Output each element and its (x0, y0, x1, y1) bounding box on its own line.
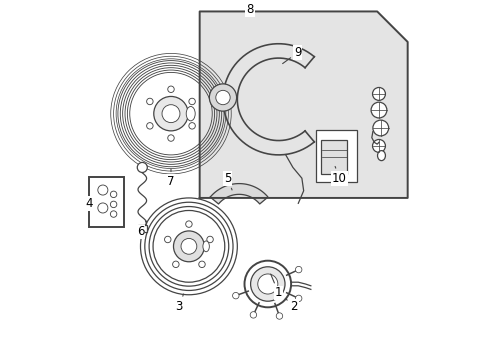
Circle shape (162, 105, 180, 123)
Text: 10: 10 (331, 166, 346, 185)
FancyBboxPatch shape (88, 177, 124, 226)
Polygon shape (210, 184, 267, 204)
Circle shape (110, 191, 117, 198)
Circle shape (172, 261, 179, 267)
Text: 8: 8 (245, 3, 253, 16)
Circle shape (110, 201, 117, 208)
FancyBboxPatch shape (138, 225, 147, 232)
Circle shape (167, 86, 174, 93)
Circle shape (146, 123, 153, 129)
Circle shape (250, 267, 285, 301)
Circle shape (188, 98, 195, 105)
Text: 1: 1 (270, 274, 282, 300)
Circle shape (295, 295, 301, 302)
Circle shape (372, 120, 388, 136)
Text: 3: 3 (175, 294, 183, 313)
Circle shape (276, 313, 282, 319)
Circle shape (164, 236, 171, 243)
Ellipse shape (377, 150, 385, 161)
Bar (316, 130, 357, 182)
Text: 2: 2 (285, 298, 297, 313)
Circle shape (98, 185, 108, 195)
Polygon shape (199, 12, 407, 198)
Circle shape (295, 266, 301, 273)
Circle shape (110, 211, 117, 217)
Text: 4: 4 (86, 197, 93, 210)
Circle shape (215, 90, 230, 105)
Circle shape (244, 261, 290, 307)
Circle shape (232, 292, 239, 299)
Circle shape (137, 162, 147, 172)
Circle shape (372, 139, 385, 152)
Circle shape (167, 135, 174, 141)
Circle shape (181, 238, 196, 254)
Text: 5: 5 (224, 172, 232, 190)
Circle shape (257, 274, 277, 294)
Circle shape (188, 123, 195, 129)
Circle shape (173, 231, 204, 262)
Text: 7: 7 (167, 169, 174, 188)
Text: 6: 6 (137, 221, 145, 238)
Text: 9: 9 (282, 46, 301, 64)
Circle shape (250, 312, 256, 318)
Circle shape (153, 96, 188, 131)
Circle shape (372, 87, 385, 100)
Circle shape (185, 221, 192, 227)
Circle shape (146, 98, 153, 105)
Circle shape (209, 84, 236, 111)
FancyBboxPatch shape (320, 140, 346, 174)
Circle shape (98, 203, 108, 213)
Circle shape (206, 236, 213, 243)
Circle shape (198, 261, 205, 267)
Ellipse shape (186, 107, 195, 121)
Circle shape (370, 102, 386, 118)
Ellipse shape (203, 241, 209, 252)
